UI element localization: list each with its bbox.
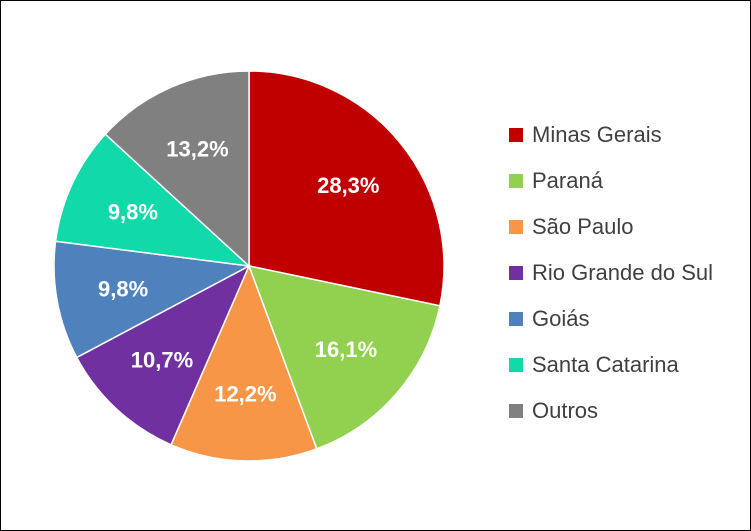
legend-label: Goiás xyxy=(532,306,590,331)
pie-slice-parana xyxy=(247,264,441,450)
legend-swatch xyxy=(509,220,523,234)
legend-item-minas-gerais: Minas Gerais xyxy=(509,112,713,158)
legend-label: Paraná xyxy=(532,168,603,193)
legend-label: Santa Catarina xyxy=(532,352,679,377)
legend-item-santa-catarina: Santa Catarina xyxy=(509,342,713,388)
data-label-outros: 13,2% xyxy=(166,136,228,161)
legend-item-rio-grande-do-sul: Rio Grande do Sul xyxy=(509,250,713,296)
legend-swatch xyxy=(509,404,523,418)
legend: Minas Gerais Paraná São Paulo Rio Grande do… xyxy=(509,112,713,434)
data-label-santa-catarina: 9,8% xyxy=(108,200,158,225)
pie-slice-rio-grande-do-sul xyxy=(75,264,251,446)
pie-slice-sao-paulo xyxy=(170,263,318,462)
data-label-goias: 9,8% xyxy=(98,277,148,302)
legend-swatch xyxy=(509,174,523,188)
legend-label: Rio Grande do Sul xyxy=(532,260,713,285)
legend-swatch xyxy=(509,358,523,372)
pie-slices xyxy=(53,70,445,462)
legend-label: Minas Gerais xyxy=(532,122,662,147)
data-label-minas-gerais: 28,3% xyxy=(317,173,379,198)
pie-slice-outros xyxy=(104,70,250,268)
legend-item-outros: Outros xyxy=(509,388,713,434)
legend-label: Outros xyxy=(532,398,599,423)
legend-item-sao-paulo: São Paulo xyxy=(509,204,713,250)
data-label-sao-paulo: 12,2% xyxy=(214,381,276,406)
pie-data-labels: 28,3% 16,1% 12,2% 10,7% 9,8% 9,8% 13,2% xyxy=(98,136,379,406)
legend-item-goias: Goiás xyxy=(509,296,713,342)
legend-swatch xyxy=(509,312,523,326)
pie-slice-santa-catarina xyxy=(54,133,252,268)
data-label-rio-grande-do-sul: 10,7% xyxy=(131,347,193,372)
legend-label: São Paulo xyxy=(532,214,634,239)
legend-item-parana: Paraná xyxy=(509,158,713,204)
legend-swatch xyxy=(509,266,523,280)
pie-slice-minas-gerais xyxy=(248,70,445,307)
pie-slice-goias xyxy=(53,240,252,359)
legend-swatch xyxy=(509,128,523,142)
data-label-parana: 16,1% xyxy=(315,337,377,362)
